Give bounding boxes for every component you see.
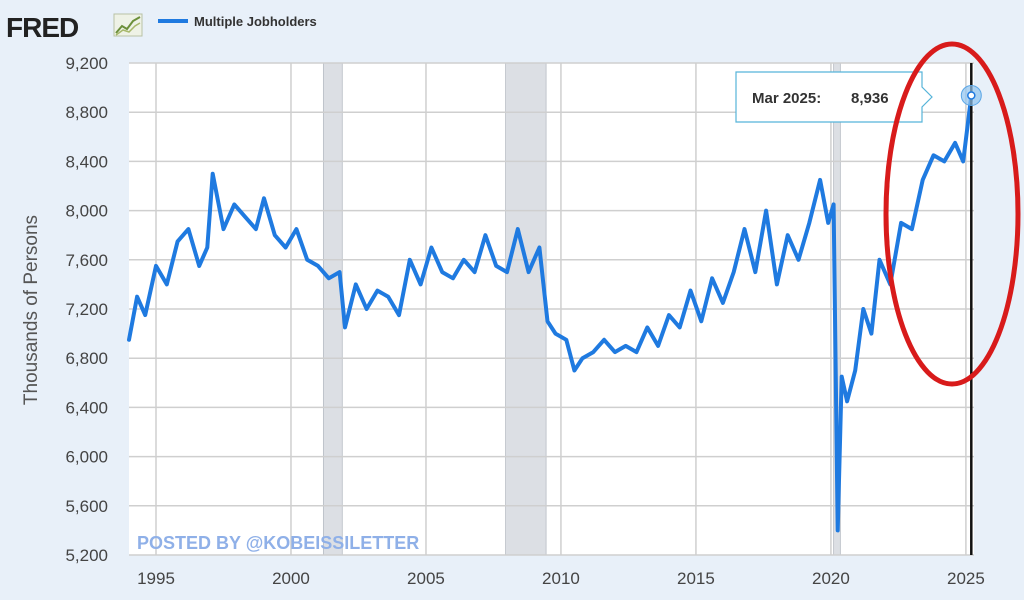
y-axis-label: Thousands of Persons bbox=[21, 215, 42, 405]
y-axis-ticks: 5,200 5,600 6,000 6,400 6,800 7,200 7,600 8,000… bbox=[65, 54, 108, 565]
annotation-ellipse bbox=[883, 41, 1021, 387]
y-tick-label: 9,200 bbox=[65, 54, 108, 73]
tooltip-value: 8,936 bbox=[851, 90, 889, 107]
tooltip: Mar 2025: 8,936 bbox=[735, 71, 933, 123]
x-tick-label: 2000 bbox=[272, 569, 310, 588]
x-tick-label: 1995 bbox=[137, 569, 175, 588]
line-chart-logo-icon bbox=[113, 13, 143, 37]
x-tick-label: 2005 bbox=[407, 569, 445, 588]
y-tick-label: 5,200 bbox=[65, 546, 108, 565]
watermark: POSTED BY @KOBEISSILETTER bbox=[137, 533, 419, 553]
series-line-multiple-jobholders bbox=[127, 93, 974, 533]
fred-logo[interactable]: FRED bbox=[6, 12, 143, 43]
y-tick-label: 7,200 bbox=[65, 300, 108, 319]
y-tick-label: 6,000 bbox=[65, 448, 108, 467]
y-tick-label: 6,400 bbox=[65, 398, 108, 417]
y-tick-label: 5,600 bbox=[65, 497, 108, 516]
y-tick-label: 8,800 bbox=[65, 103, 108, 122]
fred-wordmark: FRED bbox=[6, 12, 79, 43]
hover-marker bbox=[960, 84, 982, 106]
x-tick-label: 2015 bbox=[677, 569, 715, 588]
hover-point bbox=[967, 91, 976, 100]
y-tick-label: 6,800 bbox=[65, 349, 108, 368]
series-line-group bbox=[127, 93, 974, 533]
y-tick-label: 7,600 bbox=[65, 251, 108, 270]
x-tick-label: 2010 bbox=[542, 569, 580, 588]
legend-label: Multiple Jobholders bbox=[194, 14, 317, 29]
x-axis-ticks: 1995 2000 2005 2010 2015 2020 2025 bbox=[137, 569, 985, 588]
x-tick-label: 2020 bbox=[812, 569, 850, 588]
legend: Multiple Jobholders bbox=[158, 14, 317, 29]
x-tick-label: 2025 bbox=[947, 569, 985, 588]
tooltip-box bbox=[735, 71, 933, 123]
tooltip-label: Mar 2025: bbox=[752, 90, 821, 107]
y-tick-label: 8,000 bbox=[65, 202, 108, 221]
y-tick-label: 8,400 bbox=[65, 152, 108, 171]
